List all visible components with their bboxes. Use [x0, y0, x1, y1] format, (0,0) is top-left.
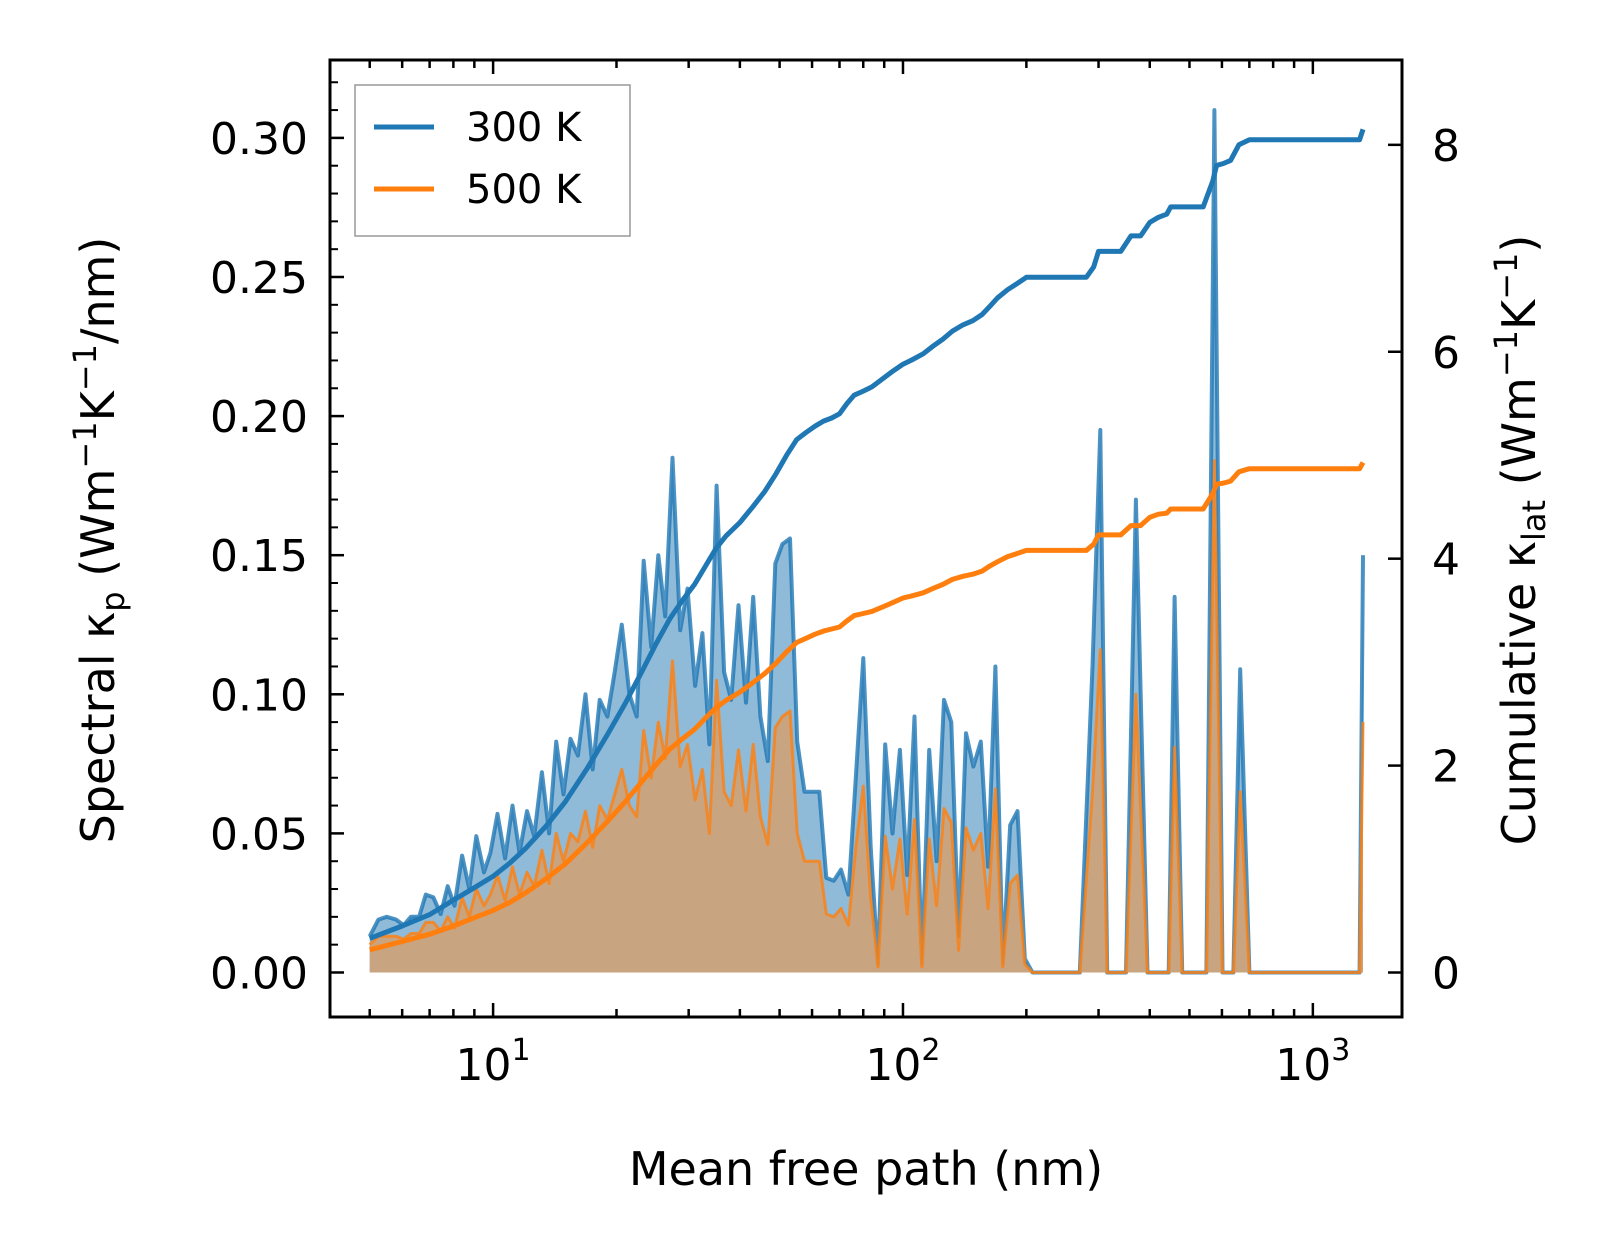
legend-label-500k: 500 K	[466, 167, 583, 213]
area-300k-spectral	[369, 110, 1363, 973]
x-axis-title: Mean free path (nm)	[629, 1142, 1103, 1196]
y-right-tick-label: 0	[1432, 949, 1460, 1000]
y-left-tick-label: 0.30	[210, 114, 308, 165]
y-right-tick-label: 6	[1432, 328, 1460, 379]
y-left-tick-label: 0.05	[210, 809, 308, 860]
y-left-tick-label: 0.25	[210, 253, 308, 304]
plot-area	[367, 108, 1366, 975]
y-left-axis-title: Spectral κp (Wm−1K−1/nm)	[66, 237, 132, 844]
plot-frame	[328, 58, 1404, 1019]
y-right-tick-label: 8	[1432, 121, 1460, 172]
line-300k-cumulative	[368, 128, 1366, 941]
area-500k-spectral	[369, 460, 1363, 973]
x-tick-label: 103	[1275, 1033, 1350, 1091]
x-tick-label: 101	[456, 1033, 531, 1091]
y-right-axis-title: Cumulative κlat (Wm−1K−1)	[1487, 235, 1553, 846]
y-left-tick-label: 0.15	[210, 531, 308, 582]
legend-box	[354, 84, 631, 237]
y-right-tick-label: 2	[1432, 742, 1460, 793]
line-500k-spectral	[368, 459, 1365, 974]
y-left-tick-label: 0.20	[210, 392, 308, 443]
ticks: 101 102 103 0.00 0.05 0.10 0.15 0.20 0.25 0.30 0 2 4…	[210, 58, 1460, 1091]
y-left-tick-label: 0.00	[210, 948, 308, 999]
legend-label-300k: 300 K	[466, 105, 583, 151]
y-right-tick-label: 4	[1432, 535, 1460, 586]
x-tick-label: 102	[865, 1033, 940, 1091]
y-left-tick-label: 0.10	[210, 670, 308, 721]
line-500k-cumulative	[369, 461, 1366, 953]
legend: 300 K 500 K	[354, 84, 631, 237]
